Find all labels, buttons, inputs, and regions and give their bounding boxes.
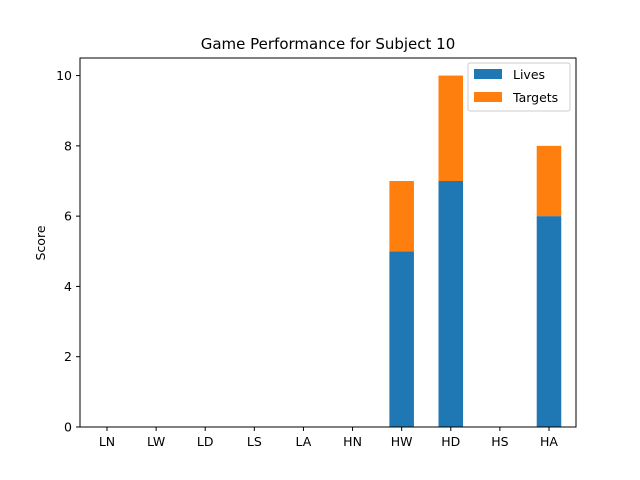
x-tick-label-ln: LN: [99, 434, 115, 449]
legend-label-targets: Targets: [512, 90, 558, 105]
x-tick-label-hn: HN: [343, 434, 362, 449]
bar-targets-hw: [389, 181, 414, 252]
legend-swatch-lives: [474, 69, 502, 79]
plot-frame: [79, 57, 577, 428]
bar-lives-hd: [438, 181, 464, 427]
x-tick-label-ls: LS: [247, 434, 262, 449]
x-tick-label-hs: HS: [491, 434, 508, 449]
legend-label-lives: Lives: [513, 67, 545, 82]
bar-targets-hd: [438, 75, 464, 181]
y-tick-label: 4: [64, 279, 72, 294]
bar-lives-ha: [536, 216, 562, 427]
legend-swatch-targets: [474, 92, 502, 102]
x-tick-label-la: LA: [296, 434, 312, 449]
y-axis-label: Score: [33, 225, 48, 260]
bars-group: [389, 75, 562, 427]
x-tick-label-ha: HA: [540, 434, 558, 449]
legend: Lives Targets: [467, 62, 571, 112]
bar-targets-ha: [536, 145, 562, 217]
bar-lives-hw: [389, 251, 414, 427]
x-axis-ticks: LN LW LD LS LA HN HW HD HS HA: [99, 427, 558, 449]
y-tick-label: 2: [64, 349, 72, 364]
chart-title: Game Performance for Subject 10: [201, 35, 456, 53]
y-tick-label: 8: [64, 138, 72, 153]
y-tick-label: 0: [64, 420, 72, 435]
x-tick-label-hw: HW: [391, 434, 413, 449]
x-tick-label-hd: HD: [441, 434, 460, 449]
x-tick-label-ld: LD: [197, 434, 214, 449]
y-tick-label: 6: [64, 209, 72, 224]
x-tick-label-lw: LW: [147, 434, 165, 449]
y-tick-label: 10: [56, 68, 72, 83]
y-axis-ticks: 0 2 4 6 8 10: [56, 68, 80, 435]
